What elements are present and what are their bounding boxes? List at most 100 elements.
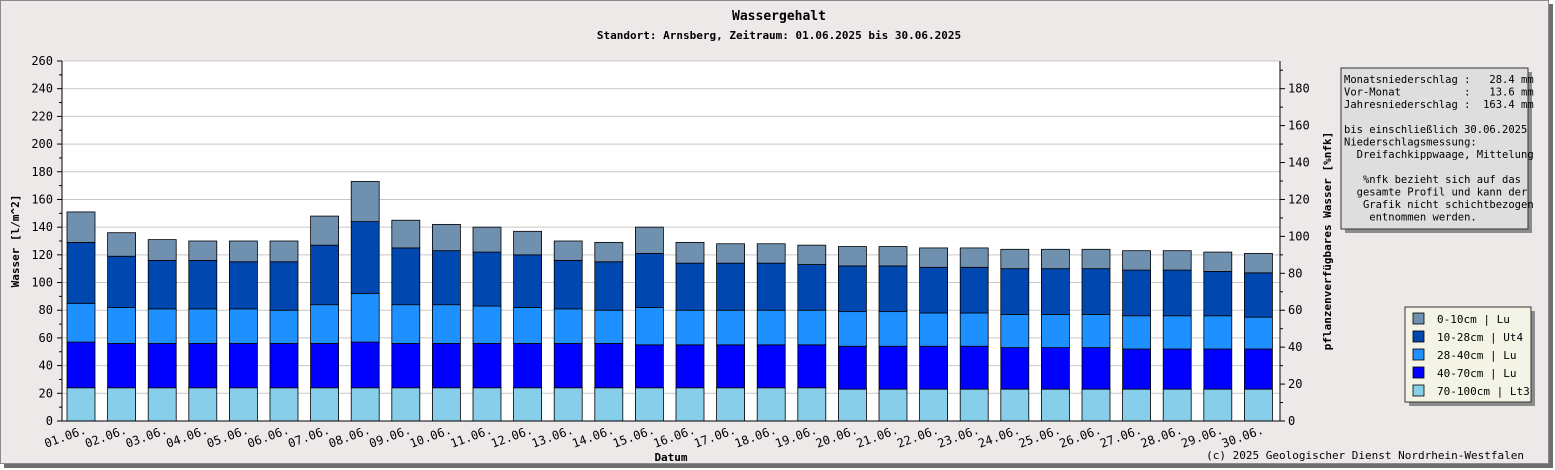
bar-segment-0 (431, 387, 461, 422)
y-tick-label: 0 (46, 414, 53, 428)
bar-segment-1 (1000, 347, 1030, 390)
bar-segment-4 (310, 215, 340, 246)
bar-segment-1 (269, 343, 299, 389)
bar-segment-4 (107, 232, 136, 257)
bar-segment-0 (513, 387, 542, 422)
bar-segment-1 (594, 343, 624, 389)
legend: 0-10cm | Lu 10-28cm | Ut4 28-40cm | Lu 40-7… (1404, 306, 1535, 406)
bar-segment-2 (1203, 315, 1233, 350)
y-tick-label: 260 (31, 54, 53, 68)
bar-segment-0 (594, 387, 624, 422)
bar-segment-3 (1122, 269, 1151, 317)
bar-segment-4 (1081, 248, 1111, 270)
bar-segment-1 (391, 343, 421, 389)
y2-tick-label: 0 (1288, 414, 1295, 428)
bar-segment-4 (838, 246, 867, 267)
water-content-chart: Wassergehalt Standort: Arnsberg, Zeitrau… (9, 9, 1535, 464)
bar-segment-1 (1203, 348, 1233, 390)
bar-segment-3 (797, 264, 827, 311)
bar-segment-4 (594, 241, 624, 263)
bar-segment-3 (66, 241, 96, 304)
legend-swatch (1412, 330, 1425, 343)
bar-segment-4 (1122, 250, 1151, 271)
x-axis-label: Datum (654, 451, 687, 463)
plot-area (62, 61, 1280, 421)
x-tick-label: 11.06. (448, 423, 494, 451)
bar-segment-4 (878, 246, 908, 267)
bar-segment-4 (472, 226, 502, 253)
bar-segment-4 (756, 243, 786, 264)
bar-segment-4 (635, 226, 664, 254)
bar-segment-2 (797, 309, 827, 346)
y-tick-label: 180 (31, 165, 53, 179)
bar-segment-2 (756, 309, 786, 346)
bar-segment-0 (959, 388, 989, 422)
info-line: Niederschlagsmessung: (1344, 137, 1477, 149)
y2-tick-label: 40 (1288, 340, 1302, 354)
bar-segment-4 (228, 240, 258, 263)
x-tick-label: 07.06. (286, 423, 332, 451)
bar-segment-2 (431, 304, 461, 344)
bar-segment-2 (1041, 313, 1070, 349)
bar-segment-0 (797, 387, 827, 422)
bar-segment-3 (919, 266, 948, 314)
bar-segment-2 (188, 308, 218, 344)
x-tick-labels: 01.06.02.06.03.06.04.06.05.06.06.06.07.0… (42, 423, 1265, 451)
bar-segment-1 (350, 341, 380, 389)
x-tick-label: 04.06. (164, 423, 210, 451)
x-tick-label: 21.06. (854, 423, 900, 451)
bar-segment-3 (675, 262, 705, 311)
y2-axis-label: pflanzenverfügbares Wasser [%nfk] (1321, 132, 1334, 351)
bar-segment-2 (635, 307, 664, 346)
bar-segment-4 (431, 223, 461, 252)
x-tick-label: 09.06. (367, 423, 413, 451)
x-tick-label: 15.06. (611, 423, 657, 451)
chart-title: Wassergehalt (732, 9, 826, 24)
bar-segment-1 (188, 343, 218, 389)
x-tick-label: 02.06. (83, 423, 129, 451)
bar-segment-2 (391, 304, 421, 344)
bar-segment-4 (188, 240, 218, 261)
bar-segment-2 (350, 293, 380, 343)
bar-segment-3 (310, 244, 340, 306)
bar-segment-0 (66, 387, 96, 422)
chart-subtitle: Standort: Arnsberg, Zeitraum: 01.06.2025… (597, 29, 961, 42)
x-tick-label: 18.06. (733, 423, 779, 451)
bar-segment-3 (594, 261, 624, 311)
bar-segment-2 (269, 309, 299, 344)
bar-segment-2 (472, 305, 502, 344)
bar-segment-2 (1244, 316, 1273, 350)
y-tick-label: 120 (31, 248, 53, 262)
x-tick-label: 06.06. (245, 423, 291, 451)
bar-segment-1 (1041, 347, 1070, 390)
x-tick-label: 20.06. (814, 423, 860, 451)
bar-segment-3 (1244, 272, 1273, 318)
bar-segment-3 (1041, 268, 1070, 315)
y2-tick-label: 80 (1288, 266, 1302, 280)
bar-segment-1 (107, 343, 136, 389)
y2-tick-label: 20 (1288, 377, 1302, 391)
bar-segment-3 (838, 265, 867, 313)
x-tick-label: 12.06. (489, 423, 535, 451)
bar-segment-1 (310, 343, 340, 389)
bar-segment-4 (1000, 248, 1030, 270)
bar-segment-2 (1000, 313, 1030, 349)
y2-tick-label: 100 (1288, 229, 1310, 243)
bar-segment-2 (838, 311, 867, 347)
x-tick-label: 19.06. (773, 423, 819, 451)
bar-segment-4 (797, 244, 827, 265)
x-tick-label: 23.06. (936, 423, 982, 451)
y-tick-label: 20 (39, 386, 53, 400)
bar-segment-3 (188, 259, 218, 310)
y2-tick-label: 180 (1288, 82, 1310, 96)
bar-segment-4 (716, 243, 745, 264)
legend-label: 0-10cm | Lu (1437, 313, 1510, 326)
bar-segment-1 (513, 343, 542, 389)
x-tick-label: 08.06. (327, 423, 373, 451)
legend-swatch (1412, 312, 1425, 325)
bar-segment-0 (1081, 388, 1111, 422)
bar-segment-3 (228, 261, 258, 310)
bar-segment-0 (1203, 388, 1233, 422)
bar-segment-3 (756, 262, 786, 311)
